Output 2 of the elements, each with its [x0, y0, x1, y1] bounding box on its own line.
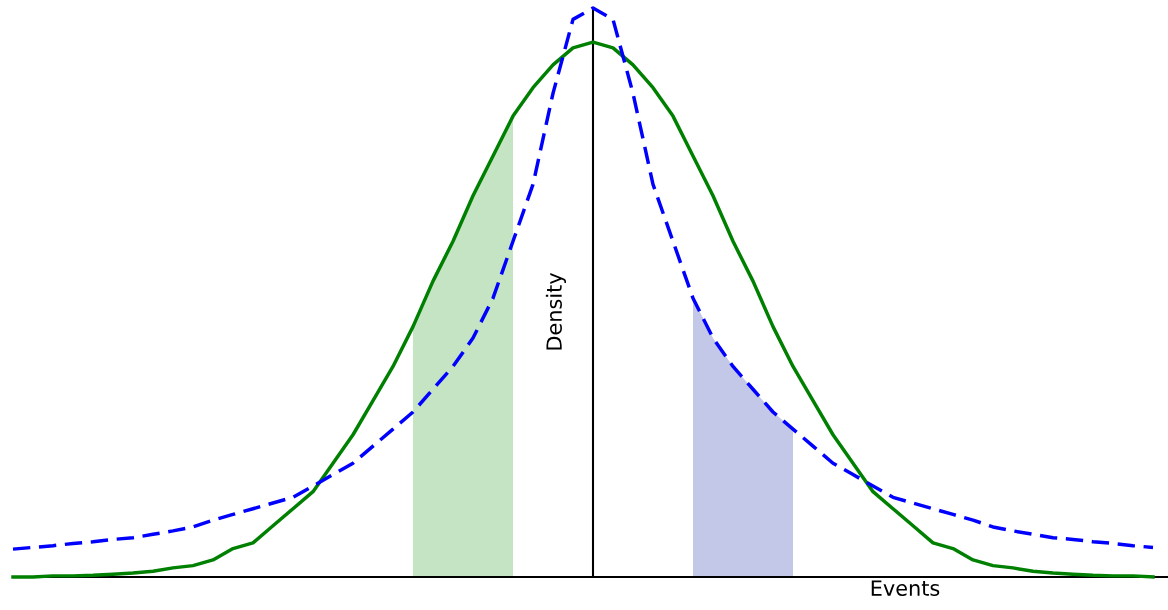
x-axis-title: Events	[871, 580, 940, 596]
y-axis-title: Density	[545, 273, 566, 350]
